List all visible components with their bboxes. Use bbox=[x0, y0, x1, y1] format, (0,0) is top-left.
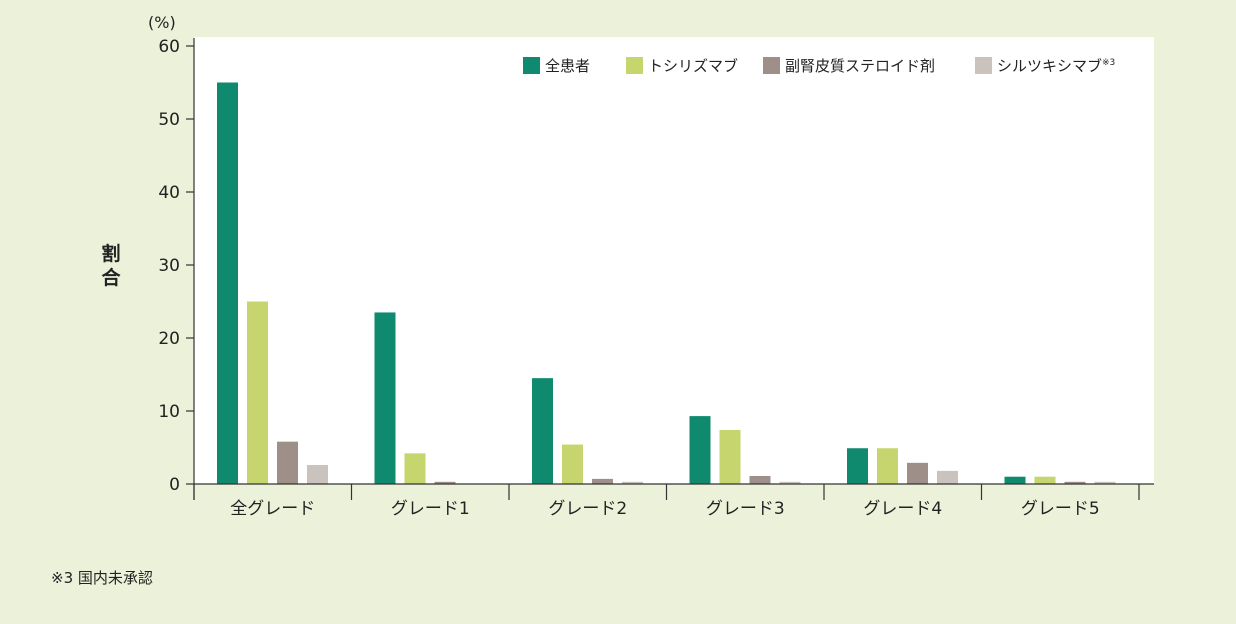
x-categories-group: 全グレード グレード1 グレード2 グレード3 グレード4 グレード5 bbox=[230, 499, 1099, 519]
y-tick-label: 30 bbox=[158, 256, 180, 276]
category-label-5: グレード4 bbox=[863, 499, 942, 519]
bar-1-6 bbox=[1004, 476, 1026, 484]
category-label-4: グレード3 bbox=[706, 499, 785, 519]
legend-label-4: シルツキシマブ※3 bbox=[997, 57, 1115, 75]
bar-2-2 bbox=[404, 453, 426, 484]
category-label-6: グレード5 bbox=[1021, 499, 1100, 519]
y-tick-label: 20 bbox=[158, 329, 180, 349]
bar-3-6 bbox=[1064, 481, 1086, 484]
legend-swatch-3 bbox=[763, 57, 780, 74]
bar-1-3 bbox=[532, 378, 553, 484]
bar-3-3 bbox=[592, 478, 613, 484]
axes-group bbox=[193, 38, 1154, 500]
legend-label-3: 副腎皮質ステロイド剤 bbox=[785, 57, 935, 75]
legend-superscript: ※3 bbox=[1102, 58, 1115, 68]
bar-4-1 bbox=[307, 465, 328, 484]
y-tick-label: 50 bbox=[158, 110, 180, 130]
y-axis-label-char: 合 bbox=[101, 266, 121, 289]
bar-4-6 bbox=[1094, 481, 1116, 484]
y-axis-label-char: 割 bbox=[101, 242, 120, 265]
bar-1-4 bbox=[689, 416, 711, 484]
bar-1-5 bbox=[847, 448, 868, 484]
bar-1-1 bbox=[217, 82, 238, 484]
bars-group bbox=[217, 82, 1116, 484]
y-tick-label: 60 bbox=[158, 37, 180, 57]
bar-3-1 bbox=[277, 441, 298, 484]
y-unit-label: (%) bbox=[148, 13, 176, 32]
bar-3-4 bbox=[749, 475, 771, 484]
footnote: ※3 国内未承認 bbox=[51, 569, 153, 587]
y-ticks-group: 0 10 20 30 40 50 60 bbox=[158, 37, 194, 495]
bar-3-2 bbox=[434, 481, 456, 484]
legend: 全患者 トシリズマブ 副腎皮質ステロイド剤 シルツキシマブ※3 bbox=[523, 57, 1115, 75]
bar-4-4 bbox=[779, 481, 801, 484]
legend-swatch-2 bbox=[626, 57, 643, 74]
y-tick-label: 0 bbox=[169, 475, 180, 495]
bar-2-3 bbox=[562, 444, 583, 484]
bar-2-5 bbox=[877, 448, 898, 484]
legend-label-2: トシリズマブ bbox=[648, 57, 738, 75]
legend-swatch-1 bbox=[523, 57, 540, 74]
bar-4-3 bbox=[622, 481, 643, 484]
bar-3-5 bbox=[907, 462, 928, 484]
y-tick-label: 40 bbox=[158, 183, 180, 203]
bar-4-5 bbox=[937, 470, 958, 484]
category-label-3: グレード2 bbox=[548, 499, 627, 519]
y-tick-label: 10 bbox=[158, 402, 180, 422]
bar-2-1 bbox=[247, 301, 268, 484]
legend-label-1: 全患者 bbox=[545, 57, 590, 75]
category-label-1: 全グレード bbox=[230, 499, 315, 519]
y-axis-label: 割合 bbox=[101, 242, 121, 289]
plot-area bbox=[194, 37, 1154, 484]
category-label-2: グレード1 bbox=[391, 499, 470, 519]
bar-1-2 bbox=[374, 312, 396, 484]
legend-swatch-4 bbox=[975, 57, 992, 74]
bar-2-4 bbox=[719, 429, 741, 484]
bar-2-6 bbox=[1034, 476, 1056, 484]
